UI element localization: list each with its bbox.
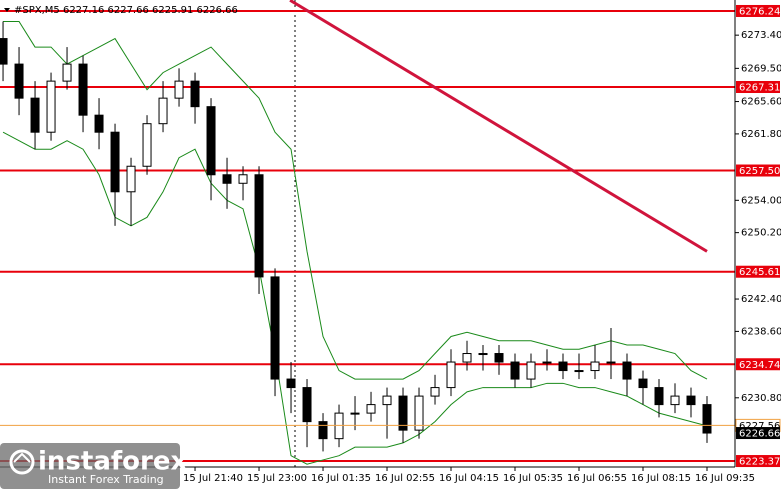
trend-line <box>289 0 708 253</box>
candle-body <box>510 361 520 380</box>
candle-body <box>366 404 376 414</box>
logo-icon-mark <box>13 452 31 463</box>
x-tick-label: 16 Jul 02:55 <box>375 473 435 484</box>
level-label: 6267.31 <box>739 82 780 93</box>
candle-body <box>286 378 296 389</box>
candle-body <box>686 395 696 406</box>
x-tick-label: 16 Jul 04:15 <box>439 473 499 484</box>
candle-body <box>318 421 328 440</box>
x-tick-label: 15 Jul 21:40 <box>183 473 243 484</box>
level-label-box <box>736 358 780 371</box>
candle-body <box>78 63 88 116</box>
logo-name: instaforex <box>38 447 188 477</box>
candle-body <box>238 174 248 184</box>
y-tick-label: 6269.50 <box>741 63 781 74</box>
candle-body <box>622 361 632 380</box>
bid-label: 6226.66 <box>739 429 780 440</box>
candle-body <box>334 412 344 440</box>
level-label: 6245.61 <box>739 267 780 278</box>
level-label-box <box>736 455 780 468</box>
candle-body <box>206 106 216 176</box>
menu-arrow <box>4 8 10 12</box>
candle-body <box>0 38 8 65</box>
x-tick-label: 16 Jul 09:35 <box>695 473 755 484</box>
candle-body <box>174 80 184 99</box>
candle-body <box>46 80 56 133</box>
level-label: 6223.37 <box>739 457 780 468</box>
bid-label-box <box>736 427 780 440</box>
y-tick-label: 6250.20 <box>741 228 781 239</box>
x-tick-label: 16 Jul 01:35 <box>311 473 371 484</box>
candle-body <box>414 395 424 431</box>
logo-tagline: Instant Forex Trading <box>48 473 164 486</box>
logo-box <box>0 443 180 489</box>
level-label: 6234.74 <box>739 360 780 371</box>
candle-body <box>398 395 408 431</box>
candle-body <box>590 361 600 372</box>
candle-body <box>430 387 440 397</box>
candle-body <box>670 395 680 406</box>
y-tick-label: 6230.80 <box>741 393 781 404</box>
level-label: 6257.50 <box>739 166 780 177</box>
candle-body <box>14 63 24 99</box>
candle-body <box>350 412 360 415</box>
candle-body <box>638 378 648 389</box>
y-tick-label: 6265.60 <box>741 97 781 108</box>
candle-body <box>478 353 488 356</box>
band-upper <box>3 21 708 380</box>
candle-body <box>62 63 72 82</box>
candle-body <box>126 165 136 193</box>
candle-body <box>30 97 40 133</box>
x-tick-label: 15 Jul 23:00 <box>247 473 307 484</box>
level-label-box <box>736 80 780 93</box>
candle-body <box>542 361 552 364</box>
y-tick-label: 6273.40 <box>741 30 781 41</box>
band-lower <box>2 131 708 465</box>
level-label-box <box>736 164 780 177</box>
level-label-box <box>736 4 780 17</box>
candle-body <box>254 174 264 278</box>
logo: instaforex Instant Forex Trading <box>0 443 188 489</box>
chart-title: #SPX,M5 6227.16 6227.66 6225.91 6226.66 <box>14 5 238 16</box>
candle-body <box>94 114 104 133</box>
candle-body <box>462 353 472 363</box>
x-tick-label: 16 Jul 06:55 <box>567 473 627 484</box>
candle-body <box>606 361 616 364</box>
level-label-box <box>736 265 780 278</box>
logo-icon <box>9 449 35 475</box>
ask-label: 6227.56 <box>739 421 780 432</box>
y-tick-label: 6261.80 <box>741 129 781 140</box>
candle-body <box>494 353 504 363</box>
candle-body <box>190 80 200 108</box>
candle-body <box>574 370 584 373</box>
candle-body <box>222 174 232 184</box>
candle-body <box>110 131 120 193</box>
candle-body <box>382 395 392 406</box>
candle-body <box>558 361 568 372</box>
candle-body <box>702 404 712 434</box>
candle-body <box>142 123 152 167</box>
candle-body <box>302 387 312 423</box>
candle-body <box>526 361 536 380</box>
level-label: 6276.24 <box>739 6 780 17</box>
x-tick-label: 16 Jul 08:15 <box>631 473 691 484</box>
candle-body <box>270 276 280 380</box>
y-tick-label: 6242.40 <box>741 294 781 305</box>
candle-body <box>158 97 168 125</box>
candle-body <box>654 387 664 406</box>
x-tick-label: 16 Jul 05:35 <box>503 473 563 484</box>
y-tick-label: 6238.60 <box>741 326 781 337</box>
candle-body <box>446 361 456 389</box>
y-tick-label: 6254.00 <box>741 195 781 206</box>
